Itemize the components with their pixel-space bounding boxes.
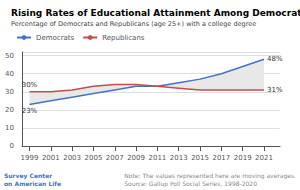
- svg-text:2011: 2011: [148, 154, 166, 162]
- svg-text:Democrats: Democrats: [36, 34, 75, 42]
- svg-text:Source: Gallup Poll Social Ser: Source: Gallup Poll Social Series, 1998-…: [124, 180, 257, 188]
- svg-text:Percentage of Democrats and Re: Percentage of Democrats and Republicans …: [11, 20, 256, 28]
- svg-text:20: 20: [5, 106, 14, 114]
- svg-text:2021: 2021: [255, 154, 273, 162]
- svg-text:Republicans: Republicans: [102, 34, 145, 42]
- svg-text:Survey Center: Survey Center: [4, 172, 52, 180]
- svg-text:23%: 23%: [22, 107, 38, 115]
- svg-text:2019: 2019: [234, 154, 252, 162]
- svg-text:1999: 1999: [21, 154, 39, 162]
- svg-text:2007: 2007: [106, 154, 124, 162]
- svg-text:2013: 2013: [170, 154, 188, 162]
- svg-text:50: 50: [5, 52, 14, 60]
- svg-text:2005: 2005: [85, 154, 103, 162]
- svg-text:2009: 2009: [127, 154, 145, 162]
- svg-text:2017: 2017: [212, 154, 230, 162]
- svg-text:Rising Rates of Educational At: Rising Rates of Educational Attainment A…: [11, 8, 300, 18]
- svg-text:Note: The values represented h: Note: The values represented here are mo…: [124, 172, 296, 180]
- svg-text:2015: 2015: [191, 154, 209, 162]
- svg-text:2003: 2003: [63, 154, 81, 162]
- svg-text:48%: 48%: [267, 55, 283, 63]
- svg-text:30%: 30%: [22, 81, 38, 89]
- svg-text:40: 40: [5, 70, 14, 78]
- svg-text:0: 0: [10, 142, 14, 150]
- svg-text:2001: 2001: [42, 154, 60, 162]
- svg-text:on American Life: on American Life: [4, 180, 61, 187]
- svg-text:10: 10: [5, 124, 14, 132]
- svg-text:31%: 31%: [267, 86, 283, 94]
- svg-text:30: 30: [5, 88, 14, 96]
